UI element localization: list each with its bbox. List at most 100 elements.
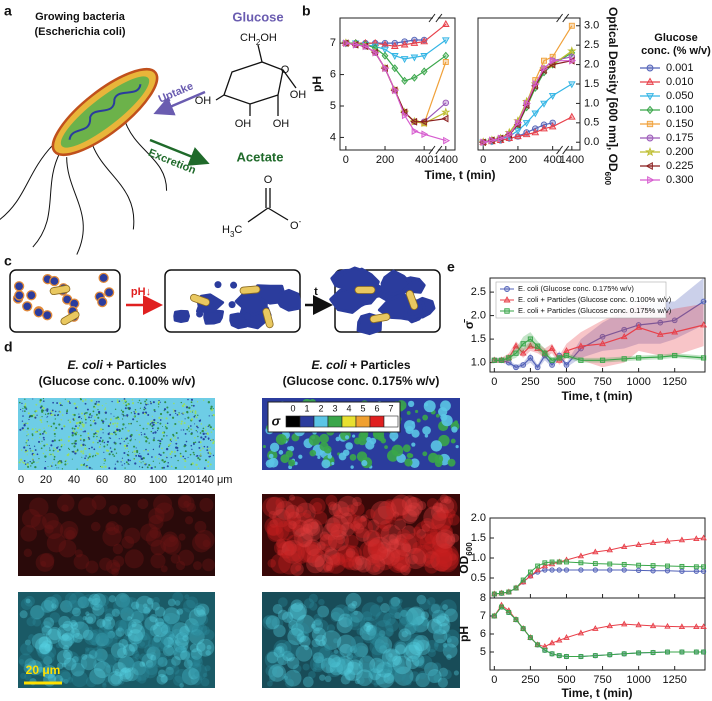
marker xyxy=(527,635,533,641)
marker xyxy=(564,654,569,659)
texture xyxy=(306,544,319,557)
texture xyxy=(108,595,117,603)
texture xyxy=(198,441,201,444)
texture xyxy=(320,657,337,674)
texture xyxy=(424,559,439,574)
marker xyxy=(506,355,512,361)
texture xyxy=(86,616,94,624)
texture xyxy=(85,412,88,414)
texture xyxy=(123,451,126,455)
texture xyxy=(117,417,120,420)
texture xyxy=(177,495,195,512)
texture xyxy=(362,529,380,547)
texture xyxy=(121,633,140,652)
texture xyxy=(138,625,154,641)
texture xyxy=(212,441,215,445)
marker xyxy=(647,175,655,185)
texture xyxy=(313,627,320,634)
texture xyxy=(315,656,328,669)
legend-label: 0.001 xyxy=(666,62,694,74)
texture xyxy=(21,427,24,430)
texture xyxy=(23,663,34,674)
texture xyxy=(287,603,306,622)
texture xyxy=(26,463,29,466)
marker xyxy=(700,321,707,328)
texture xyxy=(184,432,187,435)
marker xyxy=(535,343,541,349)
texture xyxy=(318,598,325,606)
texture xyxy=(441,414,453,427)
texture xyxy=(26,617,36,627)
texture xyxy=(119,667,134,682)
texture xyxy=(142,411,145,414)
texture xyxy=(440,400,451,412)
image-background xyxy=(262,494,460,576)
texture xyxy=(144,616,159,631)
texture xyxy=(31,438,34,440)
texture xyxy=(101,404,104,407)
texture xyxy=(113,653,121,661)
texture xyxy=(111,568,119,576)
texture xyxy=(129,459,131,462)
colorbar-cell xyxy=(299,415,315,428)
texture xyxy=(74,433,78,436)
texture xyxy=(124,549,144,569)
texture xyxy=(162,531,179,548)
texture xyxy=(122,597,140,615)
texture xyxy=(301,541,323,563)
texture xyxy=(272,666,284,678)
texture xyxy=(61,633,69,641)
texture xyxy=(158,439,160,442)
x-tick-label: 200 xyxy=(376,154,394,166)
texture xyxy=(83,440,85,442)
texture xyxy=(263,616,272,625)
texture xyxy=(138,433,141,436)
texture xyxy=(142,427,145,430)
texture xyxy=(104,407,107,409)
texture xyxy=(26,422,29,425)
texture xyxy=(180,420,183,423)
texture xyxy=(350,501,365,517)
texture xyxy=(119,607,125,613)
texture xyxy=(94,406,96,409)
texture xyxy=(380,524,402,546)
marker xyxy=(607,652,613,658)
texture xyxy=(70,621,79,630)
marker xyxy=(563,347,570,354)
texture xyxy=(85,611,90,616)
axis-break xyxy=(556,13,563,23)
texture xyxy=(83,413,86,415)
texture xyxy=(390,596,401,607)
texture xyxy=(372,564,381,573)
texture xyxy=(395,644,406,655)
x-tick-label: 200 xyxy=(509,154,527,166)
image-background xyxy=(18,592,215,688)
marker xyxy=(700,623,707,630)
y-tick-label: 2.0 xyxy=(471,310,486,322)
y-tick-label: 3.0 xyxy=(584,20,599,32)
texture xyxy=(57,623,75,642)
texture xyxy=(202,437,205,441)
texture xyxy=(88,650,98,659)
texture xyxy=(411,547,428,565)
texture xyxy=(325,494,338,507)
texture xyxy=(160,565,168,573)
texture xyxy=(97,409,99,411)
colorbar-tick-label: 2 xyxy=(318,403,323,413)
texture xyxy=(309,656,326,673)
texture xyxy=(426,498,439,510)
texture xyxy=(345,442,353,450)
texture xyxy=(59,462,61,465)
texture xyxy=(350,465,354,469)
texture xyxy=(47,415,49,417)
texture xyxy=(328,503,342,516)
texture xyxy=(132,418,135,421)
texture xyxy=(281,539,305,564)
marker xyxy=(599,357,606,363)
image-title: (Glucose conc. 0.175% w/v) xyxy=(283,374,440,388)
texture xyxy=(194,436,196,439)
texture xyxy=(98,404,101,406)
texture xyxy=(356,557,372,573)
texture xyxy=(153,621,169,638)
texture xyxy=(183,500,190,508)
